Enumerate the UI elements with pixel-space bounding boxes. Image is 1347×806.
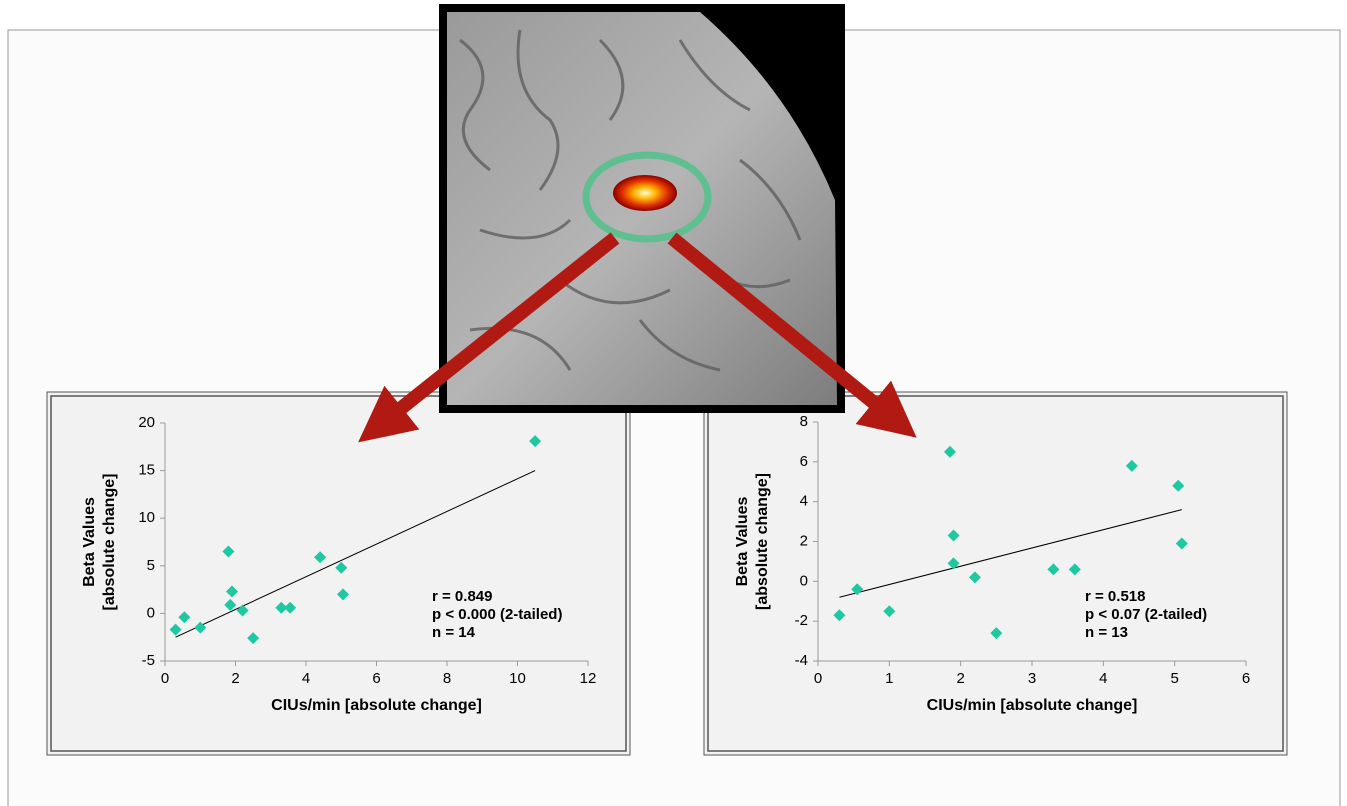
y-tick-label: 0 [147,604,155,621]
y-tick-label: 8 [800,413,808,430]
y-tick-label: 10 [138,509,155,526]
annotation: r = 0.518 [1085,588,1145,605]
annotation: r = 0.849 [432,588,492,605]
x-axis-label: CIUs/min [absolute change] [927,697,1138,714]
x-tick-label: 2 [231,670,239,687]
y-tick-label: -2 [795,612,808,629]
x-tick-label: 4 [302,670,310,687]
y-axis-label: [absolute change] [101,474,118,611]
y-axis-label: Beta Values [734,496,751,586]
x-tick-label: 6 [1242,670,1250,687]
y-tick-label: -4 [795,652,808,669]
y-tick-label: 4 [800,493,808,510]
x-tick-label: 10 [509,670,526,687]
figure: -505101520024681012CIUs/min [absolute ch… [0,0,1347,806]
brain-image [442,7,842,410]
x-axis-label: CIUs/min [absolute change] [271,697,482,714]
x-tick-label: 3 [1028,670,1036,687]
x-tick-label: 2 [956,670,964,687]
x-tick-label: 0 [161,670,169,687]
x-tick-label: 6 [372,670,380,687]
annotation: n = 13 [1085,624,1128,641]
x-tick-label: 4 [1099,670,1107,687]
page: -505101520024681012CIUs/min [absolute ch… [0,0,1347,806]
y-tick-label: 2 [800,532,808,549]
y-tick-label: 20 [138,414,155,431]
x-tick-label: 1 [885,670,893,687]
x-tick-label: 8 [443,670,451,687]
x-tick-label: 0 [814,670,822,687]
y-tick-label: 5 [147,557,155,574]
x-tick-label: 5 [1170,670,1178,687]
annotation: p < 0.07 (2-tailed) [1085,606,1207,623]
y-tick-label: -5 [142,652,155,669]
y-tick-label: 0 [800,572,808,589]
y-axis-label: [absolute change] [754,473,771,610]
annotation: p < 0.000 (2-tailed) [432,606,562,623]
annotation: n = 14 [432,624,476,641]
x-tick-label: 12 [580,670,597,687]
y-tick-label: 6 [800,453,808,470]
y-axis-label: Beta Values [81,497,98,587]
y-tick-label: 15 [138,462,155,479]
